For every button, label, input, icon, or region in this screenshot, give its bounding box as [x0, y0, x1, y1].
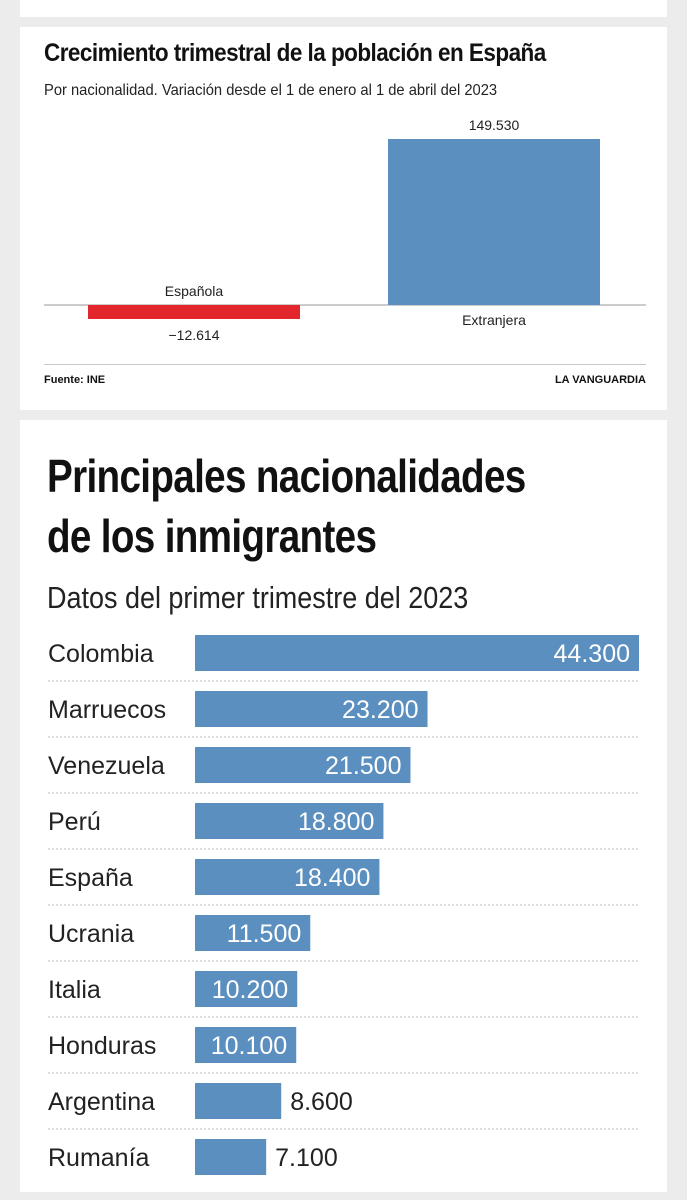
chart2-value-label-ucrania: 11.500: [227, 920, 302, 948]
chart2-value-label-rumania: 7.100: [275, 1144, 338, 1172]
chart1-footer-divider: [44, 364, 646, 365]
chart2-title-line2: de los inmigrantes: [47, 510, 377, 562]
chart2-bar-argentina: [195, 1083, 282, 1119]
chart2-category-label-marruecos: Marruecos: [48, 696, 166, 724]
chart2-value-label-espana: 18.400: [294, 864, 370, 892]
chart1-title: Crecimiento trimestral de la población e…: [44, 39, 546, 67]
chart2-category-label-espana: España: [48, 864, 133, 892]
chart2-bar-ucrania: [195, 915, 311, 951]
chart1-brand: LA VANGUARDIA: [554, 374, 646, 386]
chart1-source: Fuente: INE: [44, 374, 106, 386]
chart2-value-label-argentina: 8.600: [290, 1088, 353, 1116]
chart2-category-label-peru: Perú: [48, 808, 101, 836]
chart1-subtitle: Por nacionalidad. Variación desde el 1 d…: [44, 82, 498, 99]
chart2-category-label-argentina: Argentina: [48, 1088, 155, 1116]
chart2-bar-rumania: [195, 1139, 267, 1175]
chart2-title: Principales nacionalidades de los inmigr…: [47, 446, 526, 566]
chart2-category-label-ucrania: Ucrania: [48, 920, 134, 948]
chart2-value-label-peru: 18.800: [298, 808, 374, 836]
chart2-svg: Colombia 44.300 Marruecos 23.200 Venezuela 21…: [48, 635, 639, 1175]
chart2-category-label-venezuela: Venezuela: [48, 752, 165, 780]
chart2-value-label-italia: 10.200: [212, 976, 288, 1004]
chart2-bar-marruecos: [195, 691, 428, 727]
chart2-value-label-colombia: 44.300: [554, 640, 630, 668]
chart2-value-label-marruecos: 23.200: [342, 696, 418, 724]
chart1-category-label-espanola: Española: [165, 283, 224, 299]
chart2-subtitle: Datos del primer trimestre del 2023: [47, 580, 469, 615]
immigrant-nationalities-card: Principales nacionalidades de los inmigr…: [20, 420, 667, 1192]
chart2-category-label-honduras: Honduras: [48, 1032, 156, 1060]
chart1-value-label-extranjera: 149.530: [469, 117, 520, 133]
chart2-bar-colombia: [195, 635, 639, 671]
top-card-strip: [20, 0, 667, 17]
chart2-bar-peru: [195, 803, 384, 839]
chart2-value-label-venezuela: 21.500: [325, 752, 401, 780]
chart1-bar-espanola: [88, 305, 300, 320]
chart2-bar-espana: [195, 859, 380, 895]
chart2-bar-italia: [195, 971, 298, 1007]
chart1-category-label-extranjera: Extranjera: [462, 312, 526, 328]
chart1-svg: Española −12.614 Extranjera 149.530: [44, 117, 646, 343]
chart2-title-line1: Principales nacionalidades: [47, 450, 526, 502]
chart2-bar-venezuela: [195, 747, 411, 783]
chart1-bar-extranjera: [388, 139, 600, 305]
chart2-category-label-rumania: Rumanía: [48, 1144, 150, 1172]
chart2-value-label-honduras: 10.100: [211, 1032, 287, 1060]
chart2-bar-honduras: [195, 1027, 297, 1063]
chart2-category-label-italia: Italia: [48, 976, 101, 1004]
chart1-value-label-espanola: −12.614: [169, 327, 220, 343]
chart2-category-label-colombia: Colombia: [48, 640, 154, 668]
population-growth-card: Crecimiento trimestral de la población e…: [20, 27, 667, 410]
